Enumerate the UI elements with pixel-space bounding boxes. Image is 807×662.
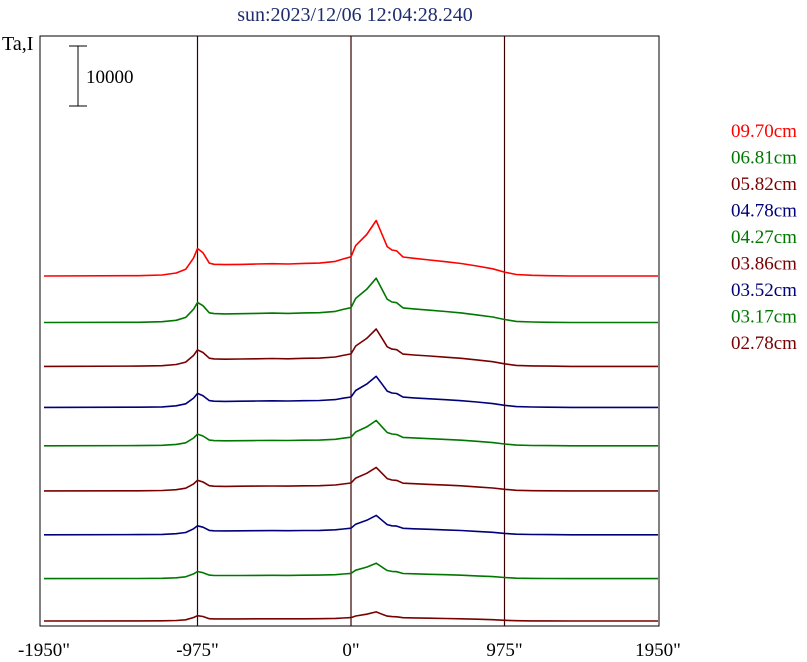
x-tick-label: 975"	[486, 640, 522, 661]
legend: 09.70cm 06.81cm 05.82cm 04.78cm 04.27cm 03.86…	[731, 121, 797, 354]
legend-entry: 02.78cm	[731, 333, 797, 354]
series-line	[43, 611, 658, 622]
series-line	[43, 375, 658, 409]
legend-entry: 04.78cm	[731, 201, 797, 222]
x-tick-label: -1950"	[18, 640, 70, 661]
y-axis-label: Ta,I	[2, 33, 33, 55]
x-tick-label: 0"	[342, 640, 359, 661]
legend-entry: 05.82cm	[731, 174, 797, 195]
legend-entry: 03.86cm	[731, 254, 797, 275]
chart-title: sun:2023/12/06 12:04:28.240	[237, 4, 473, 26]
plot-frame	[39, 35, 660, 627]
reference-lines	[196, 36, 506, 626]
legend-entry: 04.27cm	[731, 227, 797, 248]
series-line	[43, 514, 658, 536]
scale-bar: 10000	[69, 45, 134, 107]
series-line	[43, 562, 658, 580]
series-line	[43, 277, 658, 324]
x-tick-label: 1950"	[635, 640, 681, 661]
legend-entry: 03.52cm	[731, 280, 797, 301]
series-line	[43, 328, 658, 368]
scale-bar-label: 10000	[86, 67, 134, 88]
series-line	[43, 419, 658, 447]
series-line	[43, 219, 658, 277]
series-layer	[43, 219, 658, 622]
legend-entry: 06.81cm	[731, 148, 797, 169]
legend-entry: 09.70cm	[731, 121, 797, 142]
x-tick-label: -975"	[176, 640, 219, 661]
x-tick-labels: -1950" -975" 0" 975" 1950"	[18, 640, 681, 661]
legend-entry: 03.17cm	[731, 307, 797, 328]
series-line	[43, 466, 658, 492]
